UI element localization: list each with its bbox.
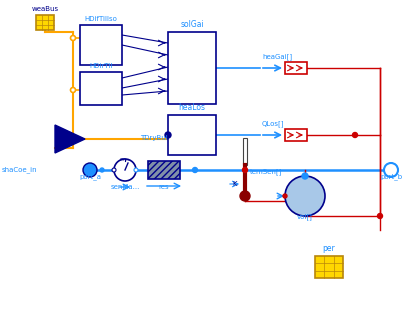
Circle shape	[70, 87, 76, 92]
Text: QLos[]: QLos[]	[262, 120, 285, 127]
Text: port_b: port_b	[380, 173, 402, 180]
Text: HDirTil: HDirTil	[89, 63, 113, 69]
Text: shaCoe_in: shaCoe_in	[2, 167, 38, 173]
Text: m...: m...	[119, 157, 131, 162]
Circle shape	[302, 173, 308, 179]
Text: res: res	[159, 184, 169, 190]
Text: TDryBul: TDryBul	[140, 135, 168, 141]
Circle shape	[283, 194, 287, 198]
Bar	[243, 138, 247, 165]
Bar	[148, 161, 180, 179]
Text: HDifTilIso: HDifTilIso	[85, 16, 117, 22]
Circle shape	[353, 133, 357, 138]
Bar	[80, 72, 122, 105]
Circle shape	[240, 191, 250, 201]
Bar	[80, 25, 122, 65]
Text: vol[]: vol[]	[297, 213, 313, 220]
Circle shape	[100, 168, 104, 172]
Circle shape	[384, 163, 398, 177]
Bar	[285, 62, 307, 74]
Circle shape	[112, 168, 116, 172]
Bar	[168, 32, 216, 104]
Circle shape	[193, 167, 198, 172]
Text: temSen[]: temSen[]	[250, 168, 282, 175]
Circle shape	[165, 132, 171, 138]
Text: weaBus: weaBus	[31, 6, 58, 12]
Bar	[285, 129, 307, 141]
Circle shape	[378, 214, 382, 218]
Polygon shape	[55, 125, 85, 153]
Bar	[315, 256, 343, 278]
Text: port_a: port_a	[79, 173, 101, 180]
Circle shape	[83, 163, 97, 177]
Text: solGai: solGai	[180, 20, 204, 29]
Bar	[168, 115, 216, 155]
Text: senMa...: senMa...	[110, 184, 140, 190]
Bar	[36, 15, 54, 30]
Circle shape	[243, 167, 247, 172]
Text: heaLos: heaLos	[178, 103, 205, 112]
Text: per: per	[323, 244, 335, 253]
Circle shape	[70, 36, 76, 40]
Circle shape	[134, 168, 138, 172]
Circle shape	[285, 176, 325, 216]
Text: K: K	[232, 181, 237, 187]
Circle shape	[114, 159, 136, 181]
Text: heaGai[]: heaGai[]	[262, 53, 292, 60]
